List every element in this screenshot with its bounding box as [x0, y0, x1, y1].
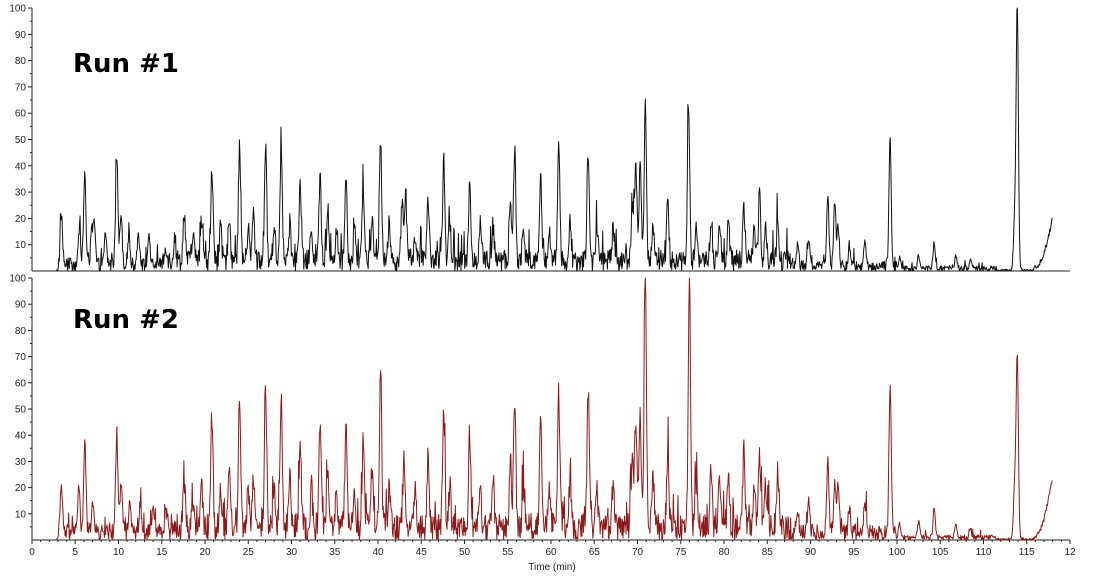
x-tick-label: 95	[848, 547, 860, 558]
x-tick-label: 5	[72, 547, 78, 558]
y-tick-label: 90	[15, 30, 27, 41]
trace-line	[56, 277, 1053, 541]
x-tick-label: 80	[718, 547, 730, 558]
y-tick-label: 70	[15, 352, 27, 363]
y-tick-label: 100	[9, 274, 26, 285]
y-tick-label: 20	[15, 483, 27, 494]
x-tick-label: 115	[1019, 547, 1035, 558]
x-tick-label: 20	[199, 547, 211, 558]
run-1-label: Run #1	[73, 49, 179, 79]
x-tick-label: 100	[889, 547, 906, 558]
x-axis-title: Time (min)	[528, 562, 575, 573]
y-tick-label: 10	[15, 509, 27, 520]
x-tick-label: 0	[29, 547, 35, 558]
x-tick-label: 25	[243, 547, 255, 558]
x-tick-label: 60	[545, 547, 557, 558]
y-tick-label: 70	[15, 82, 27, 93]
x-tick-label: 90	[805, 547, 817, 558]
y-tick-label: 80	[15, 56, 27, 67]
y-tick-label: 30	[15, 457, 27, 468]
y-tick-label: 10	[15, 240, 27, 251]
x-tick-label: 110	[976, 547, 992, 558]
x-tick-label: 12	[1064, 547, 1076, 558]
y-tick-label: 40	[15, 161, 27, 172]
trace-line	[56, 7, 1053, 272]
y-tick-label: 20	[15, 214, 27, 225]
y-tick-label: 50	[15, 135, 27, 146]
run-2-panel: Run #2 10 20 30 40 50 60 70 80 90 100	[9, 274, 1070, 541]
x-tick-label: 75	[675, 547, 687, 558]
run-1-panel: Run #1 10 20 30 40 50 60 70 80 90 100	[9, 4, 1070, 272]
x-tick-label: 50	[459, 547, 471, 558]
x-tick-label: 65	[589, 547, 601, 558]
y-tick-label: 30	[15, 188, 27, 199]
x-tick-label: 85	[762, 547, 774, 558]
x-tick-label: 45	[416, 547, 428, 558]
y-tick-label: 60	[15, 109, 27, 120]
x-tick-label: 10	[113, 547, 125, 558]
y-tick-label: 80	[15, 326, 27, 337]
y-tick-label: 100	[9, 4, 26, 15]
x-tick-label: 35	[329, 547, 341, 558]
x-tick-label: 40	[372, 547, 384, 558]
x-tick-label: 70	[632, 547, 644, 558]
y-tick-label: 50	[15, 405, 27, 416]
x-tick-label: 15	[156, 547, 168, 558]
x-tick-label: 105	[932, 547, 949, 558]
x-axis: 0 5 10 15 20 25 30 35 40 45 50 55 60 65 70 75 80 85 90 95 10…	[29, 540, 1076, 558]
y-tick-label: 60	[15, 378, 27, 389]
y-tick-label: 40	[15, 431, 27, 442]
run-2-label: Run #2	[73, 305, 179, 335]
x-tick-label: 30	[286, 547, 298, 558]
y-tick-label: 90	[15, 300, 27, 311]
x-tick-label: 55	[502, 547, 514, 558]
